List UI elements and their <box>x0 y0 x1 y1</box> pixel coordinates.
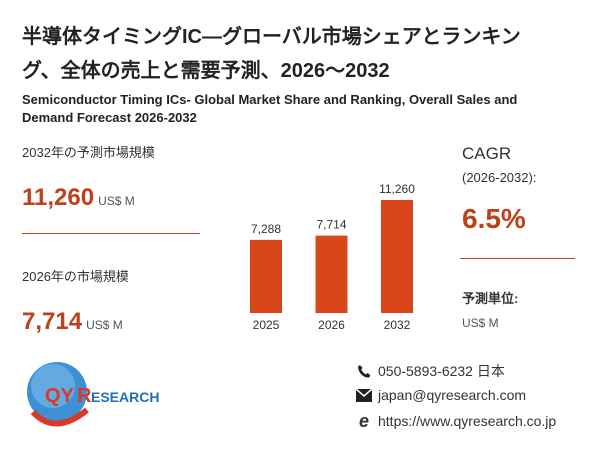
current-unit: US$ M <box>86 318 123 332</box>
category-label: 2026 <box>318 318 345 332</box>
divider <box>22 233 200 234</box>
contact-email: japan@qyresearch.com <box>356 387 526 403</box>
value-label: 11,260 <box>379 182 415 196</box>
divider <box>460 258 575 259</box>
value-label: 7,288 <box>251 222 281 236</box>
browser-icon: e <box>358 410 369 431</box>
svg-text:R: R <box>77 385 92 407</box>
svg-text:ESEARCH: ESEARCH <box>91 389 159 405</box>
category-label: 2032 <box>384 318 411 332</box>
current-value-row: 7,714 US$ M <box>22 308 123 336</box>
cagr-period: (2026-2032): <box>462 170 537 185</box>
title-line-2: グ、全体の売上と需要予測、2026～2032 <box>22 60 390 82</box>
title-line-1: 半導体タイミングIC―グローバル市場シェアとランキン <box>22 26 521 48</box>
forecast-value: 11,260 <box>22 184 95 211</box>
cagr-value: 6.5% <box>462 203 526 234</box>
cagr-label: CAGR <box>462 144 512 163</box>
value-label: 7,714 <box>316 218 346 232</box>
globe-icon: QY R ESEARCH <box>27 362 159 427</box>
contact-website: e https://www.qyresearch.co.jp <box>356 410 557 431</box>
forecast-value-row: 11,260 US$ M <box>22 184 135 212</box>
unit-value: US$ M <box>462 316 499 330</box>
subtitle-line-1: Semiconductor Timing ICs- Global Market … <box>22 92 518 107</box>
bar-chart: 7,288 2025 7,714 2026 11,260 2032 <box>250 182 415 332</box>
email-link[interactable]: japan@qyresearch.com <box>378 387 527 403</box>
phone-number: 050-5893-6232 日本 <box>378 363 505 379</box>
subtitle-line-2: Demand Forecast 2026-2032 <box>22 110 197 125</box>
category-label: 2025 <box>253 318 280 332</box>
current-value: 7,714 <box>22 308 83 335</box>
phone-icon <box>356 363 372 379</box>
current-label: 2026年の市場規模 <box>22 269 129 284</box>
mail-icon <box>356 387 372 403</box>
svg-text:QY: QY <box>45 385 75 407</box>
contact-phone: 050-5893-6232 日本 <box>356 361 505 381</box>
website-link[interactable]: https://www.qyresearch.co.jp <box>378 413 557 429</box>
unit-label: 予測単位: <box>462 291 519 306</box>
forecast-label: 2032年の予測市場規模 <box>22 145 155 160</box>
bar-2026 <box>315 235 348 313</box>
bar-2025 <box>250 239 282 313</box>
qyresearch-logo: QY R ESEARCH <box>25 354 170 434</box>
bar-2032 <box>381 200 413 313</box>
forecast-unit: US$ M <box>98 194 135 208</box>
